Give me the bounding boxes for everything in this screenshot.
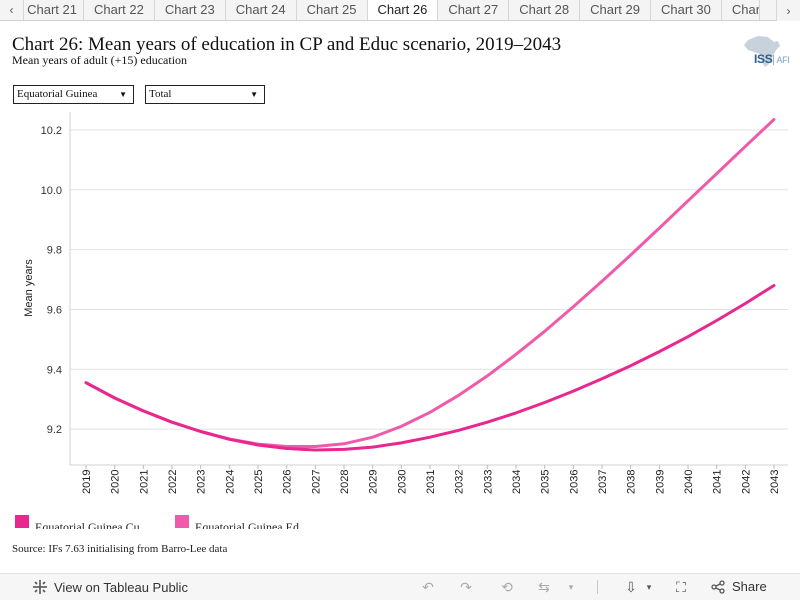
x-tick-label: 2028 (339, 470, 351, 494)
y-tick-label: 9.2 (47, 424, 62, 436)
x-tick-label: 2036 (568, 470, 580, 494)
dropdown-caret-icon: ▼ (119, 90, 127, 99)
tab-scroll-left-button[interactable]: ‹ (0, 0, 24, 20)
tab-chart-31[interactable]: Chart 31 (722, 0, 760, 20)
series-line-cu (84, 284, 776, 452)
y-tick-label: 9.8 (47, 245, 62, 257)
y-tick-label: 10.2 (41, 125, 62, 137)
download-dropdown-icon[interactable]: ▾ (646, 582, 652, 592)
view-on-tableau-public-link[interactable]: View on Tableau Public (32, 579, 188, 595)
tab-chart-26-active[interactable]: Chart 26 (367, 0, 439, 20)
x-tick-label: 2041 (712, 470, 724, 494)
tab-chart-23[interactable]: Chart 23 (155, 0, 226, 20)
y-tick-label: 9.4 (47, 364, 62, 376)
y-tick-labels: 9.2 9.4 9.6 9.8 10.0 10.2 (41, 125, 62, 436)
x-tick-labels: 2019 2020 2021 2022 2023 2024 2025 2026 2027 2028… (81, 470, 781, 494)
view-on-tableau-public-label: View on Tableau Public (54, 579, 188, 595)
tab-scroll-right-button[interactable]: › (776, 0, 800, 21)
y-axis-label: Mean years (23, 259, 35, 317)
tab-chart-28[interactable]: Chart 28 (509, 0, 581, 20)
x-tick-label: 2019 (81, 470, 93, 494)
fullscreen-icon[interactable]: ⛶ (676, 579, 686, 595)
africa-map-logo-icon (744, 36, 780, 67)
tab-chart-29[interactable]: Chart 29 (580, 0, 651, 20)
revert-icon[interactable]: ⟲ (501, 579, 513, 595)
legend-label: Equatorial Guinea Ed (195, 520, 299, 529)
pause-dropdown-icon[interactable]: ▾ (568, 582, 574, 592)
chart-title: Chart 26: Mean years of education in CP … (12, 34, 562, 55)
x-tick-label: 2031 (425, 470, 437, 494)
x-tick-label: 2020 (110, 470, 122, 494)
x-tick-label: 2024 (224, 470, 236, 494)
series-line-ed (84, 118, 776, 448)
tab-chart-21[interactable]: Chart 21 (24, 0, 84, 20)
legend-item-cu[interactable]: Equatorial Guinea Cu (15, 513, 157, 529)
tableau-toolbar: View on Tableau Public ↶ ↷ ⟲ ⇆ ▾ ⇩ ▾ ⛶ S… (0, 573, 800, 600)
refresh-icon[interactable]: ⇆ (538, 579, 550, 595)
iss-logo-text: ISS AFI (754, 52, 790, 66)
source-note: Source: IFs 7.63 initialising from Barro… (12, 543, 228, 555)
dropdown-caret-icon: ▼ (250, 90, 258, 99)
x-tick-label: 2038 (626, 470, 638, 494)
x-tick-label: 2033 (482, 470, 494, 494)
chart-subtitle: Mean years of adult (+15) education (12, 53, 188, 67)
x-tick-label: 2034 (511, 470, 523, 494)
x-tick-label: 2037 (597, 470, 609, 494)
x-tick-label: 2040 (683, 470, 695, 494)
x-tick-label: 2043 (769, 470, 781, 494)
measure-dropdown[interactable]: Total ▼ (145, 85, 265, 104)
download-icon[interactable]: ⇩ (625, 579, 637, 595)
x-tick-label: 2022 (167, 470, 179, 494)
undo-icon[interactable]: ↶ (422, 579, 434, 595)
line-chart: 9.2 9.4 9.6 9.8 10.0 10.2 2019 2020 2021 2022 202… (23, 112, 788, 494)
tab-chart-25[interactable]: Chart 25 (297, 0, 368, 20)
measure-dropdown-value: Total (149, 88, 172, 100)
share-icon (711, 579, 725, 594)
legend-item-ed[interactable]: Equatorial Guinea Ed (175, 513, 317, 529)
sheet-tab-bar: ‹ Chart 21 Chart 22 Chart 23 Chart 24 Ch… (0, 0, 800, 21)
axes (69, 112, 788, 469)
x-tick-label: 2026 (282, 470, 294, 494)
x-tick-label: 2042 (740, 470, 752, 494)
series-lines (84, 118, 776, 452)
tab-chart-30[interactable]: Chart 30 (651, 0, 722, 20)
country-dropdown-value: Equatorial Guinea (17, 88, 98, 100)
x-tick-label: 2027 (310, 470, 322, 494)
redo-icon[interactable]: ↷ (460, 579, 472, 595)
tab-chart-22[interactable]: Chart 22 (84, 0, 155, 20)
tab-chart-24[interactable]: Chart 24 (226, 0, 297, 20)
tab-chart-27[interactable]: Chart 27 (438, 0, 510, 20)
chevron-right-icon: › (786, 3, 791, 18)
x-tick-label: 2023 (196, 470, 208, 494)
chevron-left-icon: ‹ (9, 3, 14, 17)
x-tick-label: 2035 (540, 470, 552, 494)
toolbar-separator (597, 580, 598, 594)
y-tick-label: 9.6 (47, 304, 62, 316)
share-label: Share (732, 579, 767, 594)
x-tick-label: 2029 (368, 470, 380, 494)
x-tick-label: 2025 (253, 470, 265, 494)
legend-label: Equatorial Guinea Cu (35, 520, 140, 529)
share-button[interactable]: Share (711, 579, 767, 594)
x-tick-label: 2030 (396, 470, 408, 494)
legend-swatch (175, 515, 189, 528)
legend-swatch (15, 515, 29, 528)
country-dropdown[interactable]: Equatorial Guinea ▼ (13, 85, 134, 104)
x-tick-label: 2032 (454, 470, 466, 494)
tableau-logo-icon (33, 580, 47, 594)
x-tick-label: 2021 (138, 470, 150, 494)
y-tick-label: 10.0 (41, 185, 62, 197)
x-tick-label: 2039 (654, 470, 666, 494)
gridlines (70, 129, 788, 430)
